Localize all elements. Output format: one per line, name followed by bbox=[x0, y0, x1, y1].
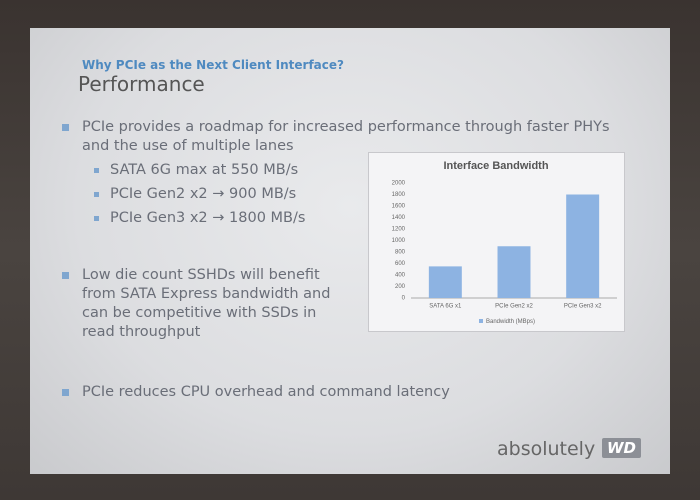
x-tick-label: PCIe Gen3 x2 bbox=[564, 304, 602, 310]
bullet: Low die count SSHDs will benefit from SA… bbox=[62, 266, 352, 342]
sub-bullet: PCIe Gen3 x2 → 1800 MB/s bbox=[93, 210, 306, 226]
y-tick-label: 200 bbox=[395, 284, 406, 290]
slide: Why PCIe as the Next Client Interface? P… bbox=[30, 28, 670, 474]
y-tick-label: 400 bbox=[395, 273, 406, 279]
x-tick-label: PCIe Gen2 x2 bbox=[495, 304, 533, 310]
y-tick-label: 1800 bbox=[392, 192, 406, 198]
slide-title: Performance bbox=[78, 72, 205, 96]
bar bbox=[497, 246, 531, 298]
y-tick-label: 1400 bbox=[392, 215, 406, 221]
legend-swatch bbox=[479, 319, 483, 323]
kicker: Why PCIe as the Next Client Interface? bbox=[82, 58, 344, 72]
logo-text: absolutely bbox=[497, 438, 596, 460]
y-tick-label: 800 bbox=[395, 250, 406, 256]
y-tick-label: 2000 bbox=[392, 181, 406, 187]
bar bbox=[566, 194, 600, 298]
y-tick-label: 1000 bbox=[392, 238, 406, 244]
y-tick-label: 0 bbox=[402, 296, 406, 302]
bullet: PCIe provides a roadmap for increased pe… bbox=[62, 118, 612, 156]
sub-bullet: SATA 6G max at 550 MB/s bbox=[93, 162, 299, 178]
y-tick-label: 1600 bbox=[392, 204, 406, 210]
y-tick-label: 600 bbox=[395, 261, 406, 267]
bar bbox=[428, 266, 462, 298]
x-tick-label: SATA 6G x1 bbox=[429, 304, 462, 310]
sub-bullet: PCIe Gen2 x2 → 900 MB/s bbox=[93, 186, 297, 202]
chart: Interface Bandwidth 0 200 400 600 800 1000 120… bbox=[368, 152, 625, 332]
logo-badge: WD bbox=[602, 438, 641, 458]
legend-label: Bandwidth (MBps) bbox=[486, 319, 535, 325]
y-tick-label: 1200 bbox=[392, 227, 406, 233]
chart-title: Interface Bandwidth bbox=[443, 160, 548, 172]
bullet: PCIe reduces CPU overhead and command la… bbox=[62, 383, 582, 402]
